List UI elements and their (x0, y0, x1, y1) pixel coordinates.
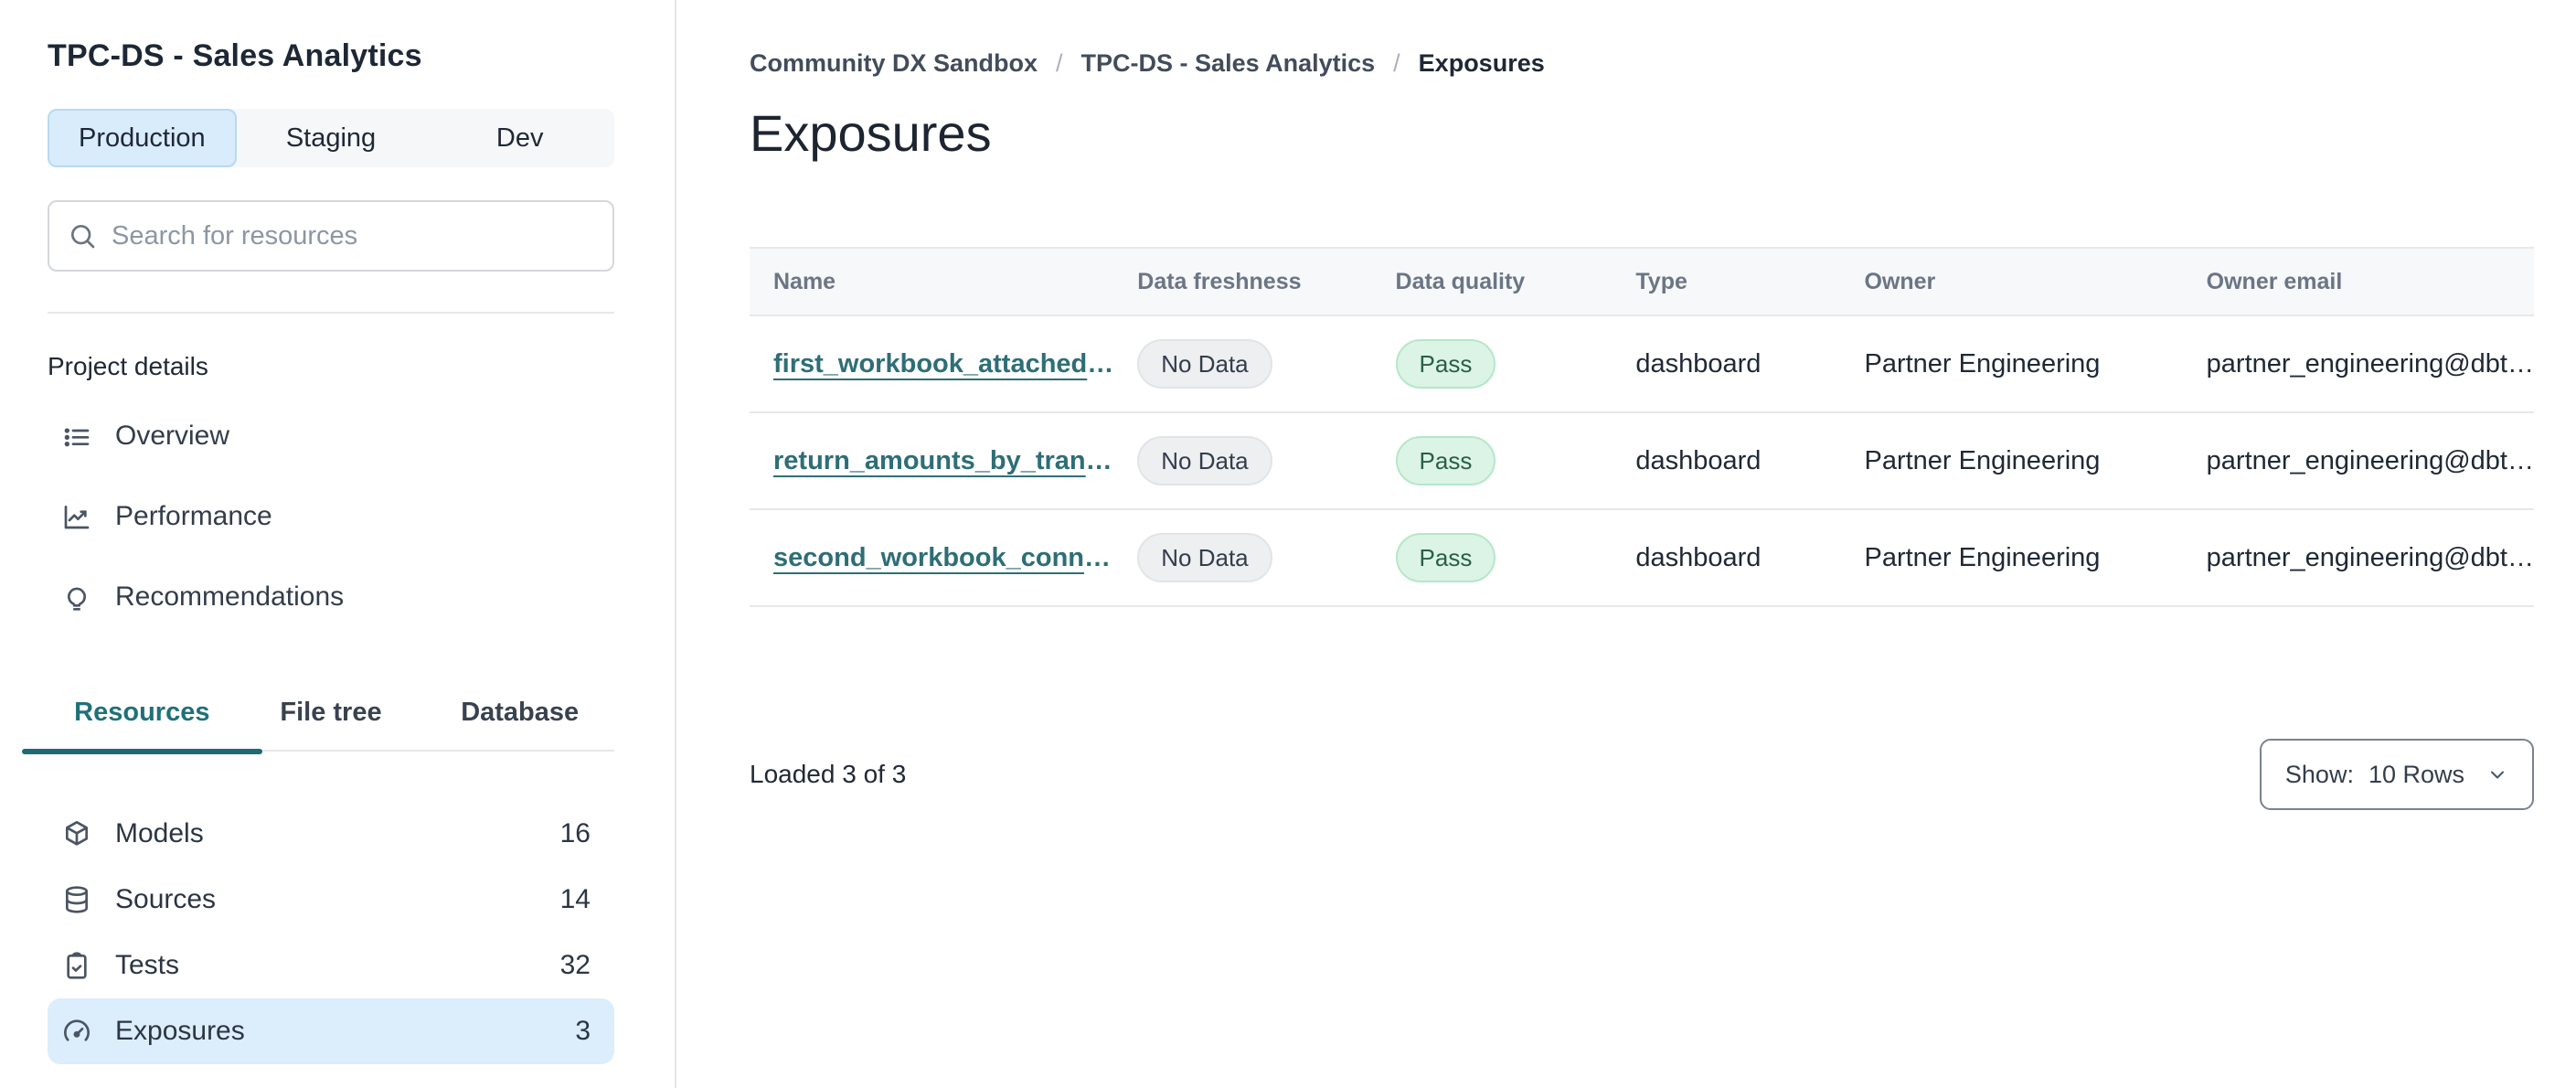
exposure-name-text: first_workbook_attached (773, 348, 1088, 379)
truncation-ellipsis: … (1087, 348, 1114, 379)
freshness-badge: No Data (1137, 436, 1272, 485)
exposure-name-link[interactable]: return_amounts_by_tran… (773, 446, 1112, 475)
resource-item-label: Models (115, 818, 204, 848)
tab-file-tree[interactable]: File tree (237, 698, 426, 728)
table-footer: Loaded 3 of 3 Show: 10 Rows (750, 739, 2534, 810)
freshness-badge: No Data (1137, 339, 1272, 389)
main-content: Community DX Sandbox / TPC-DS - Sales An… (676, 0, 2576, 1088)
truncation-ellipsis: … (1085, 445, 1112, 475)
search-box[interactable] (48, 200, 614, 272)
rows-per-page-select[interactable]: Show: 10 Rows (2259, 739, 2534, 810)
environment-tabs: Production Staging Dev (48, 109, 614, 167)
chevron-down-icon (2486, 763, 2508, 785)
owner-cell: Partner Engineering (1840, 509, 2183, 607)
sidebar-item-tests[interactable]: Tests 32 (48, 933, 614, 998)
breadcrumb-project[interactable]: TPC-DS - Sales Analytics (1080, 49, 1376, 77)
truncation-ellipsis: … (1084, 542, 1112, 572)
column-header-type: Type (1612, 247, 1841, 316)
project-details-label: Project details (48, 352, 208, 380)
show-value: 10 Rows (2368, 760, 2464, 788)
nav-item-label: Recommendations (115, 581, 345, 612)
sidebar-item-models[interactable]: Models 16 (48, 801, 614, 867)
sidebar: TPC-DS - Sales Analytics Production Stag… (0, 0, 676, 1088)
resource-item-label: Exposures (115, 1016, 245, 1046)
chart-line-icon (62, 502, 91, 531)
owner-email-cell: partner_engineering@dbt… (2182, 315, 2534, 413)
clipboard-check-icon (62, 951, 91, 980)
project-title: TPC-DS - Sales Analytics (48, 38, 422, 73)
show-label: Show: (2284, 760, 2354, 788)
table-row: return_amounts_by_tran… No Data Pass das… (750, 412, 2534, 510)
column-header-name: Name (750, 247, 1114, 316)
table-row: first_workbook_attached… No Data Pass da… (750, 315, 2534, 413)
resource-list: Models 16 Sources 14 Tests (48, 801, 614, 1088)
exposures-table: Name Data freshness Data quality Type Ow… (750, 247, 2534, 607)
breadcrumb-account[interactable]: Community DX Sandbox (750, 49, 1038, 77)
tab-database[interactable]: Database (425, 698, 614, 728)
database-icon (62, 885, 91, 914)
table-header-row: Name Data freshness Data quality Type Ow… (750, 247, 2534, 316)
lightbulb-icon (62, 582, 91, 612)
column-header-freshness: Data freshness (1113, 247, 1372, 316)
resource-tabs: Resources File tree Database (22, 698, 614, 754)
quality-badge: Pass (1395, 533, 1496, 582)
exposure-name-text: return_amounts_by_tran (773, 445, 1086, 475)
resource-count: 14 (559, 884, 591, 914)
breadcrumb: Community DX Sandbox / TPC-DS - Sales An… (750, 49, 2534, 78)
exposure-name-link[interactable]: second_workbook_conn… (773, 543, 1111, 572)
loaded-status: Loaded 3 of 3 (750, 760, 907, 788)
env-tab-production[interactable]: Production (48, 109, 237, 167)
quality-badge: Pass (1395, 436, 1496, 485)
sidebar-item-sources[interactable]: Sources 14 (48, 867, 614, 933)
owner-email-cell: partner_engineering@dbt… (2182, 412, 2534, 510)
nav-item-label: Overview (115, 421, 230, 451)
tab-resources[interactable]: Resources (22, 698, 262, 754)
type-cell: dashboard (1612, 315, 1841, 413)
sidebar-item-recommendations[interactable]: Recommendations (48, 557, 614, 637)
exposure-name-link[interactable]: first_workbook_attached… (773, 349, 1113, 379)
search-input[interactable] (112, 220, 594, 251)
breadcrumb-separator: / (1056, 49, 1063, 77)
sidebar-divider (48, 312, 614, 314)
env-tab-staging[interactable]: Staging (237, 109, 426, 167)
project-details-nav: Overview Performance Recommendations (48, 396, 614, 637)
page-title: Exposures (750, 104, 992, 162)
resource-item-label: Sources (115, 884, 217, 914)
column-header-quality: Data quality (1371, 247, 1613, 316)
box-icon (62, 819, 91, 848)
owner-cell: Partner Engineering (1840, 412, 2183, 510)
owner-cell: Partner Engineering (1840, 315, 2183, 413)
breadcrumb-current: Exposures (1418, 49, 1545, 77)
column-header-owner-email: Owner email (2182, 247, 2534, 316)
quality-badge: Pass (1395, 339, 1496, 389)
freshness-badge: No Data (1137, 533, 1272, 582)
list-icon (62, 421, 91, 451)
exposure-name-text: second_workbook_conn (773, 542, 1085, 572)
nav-item-label: Performance (115, 501, 272, 531)
type-cell: dashboard (1612, 509, 1841, 607)
sidebar-item-exposures[interactable]: Exposures 3 (48, 998, 614, 1064)
resource-item-label: Tests (115, 950, 180, 980)
sidebar-item-overview[interactable]: Overview (48, 396, 614, 476)
type-cell: dashboard (1612, 412, 1841, 510)
resource-count: 32 (559, 950, 591, 980)
resource-count: 16 (559, 818, 591, 848)
breadcrumb-separator: / (1393, 49, 1400, 77)
search-icon (68, 221, 97, 251)
owner-email-cell: partner_engineering@dbt… (2182, 509, 2534, 607)
column-header-owner: Owner (1840, 247, 2183, 316)
gauge-icon (62, 1017, 91, 1046)
table-row: second_workbook_conn… No Data Pass dashb… (750, 509, 2534, 607)
env-tab-dev[interactable]: Dev (425, 109, 614, 167)
sidebar-item-performance[interactable]: Performance (48, 476, 614, 557)
sidebar-item-partial[interactable] (48, 1073, 614, 1088)
resource-count: 3 (575, 1016, 591, 1046)
